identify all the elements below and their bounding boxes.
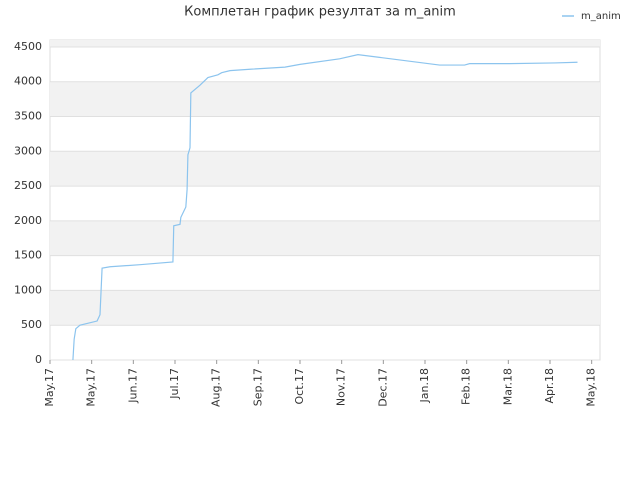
chart-title: Комплетан график резултат за m_anim — [184, 5, 456, 20]
x-tick-label: May.18 — [585, 368, 598, 407]
x-tick-label: Aug.17 — [210, 368, 223, 407]
grid-band — [50, 40, 600, 47]
grid-band — [50, 290, 600, 326]
x-tick-label: Oct.17 — [293, 368, 306, 405]
grid-band — [50, 81, 600, 117]
y-tick-label: 3500 — [14, 110, 42, 123]
x-tick-label: Jan.18 — [418, 368, 431, 403]
y-tick-label: 3000 — [14, 144, 42, 157]
y-tick-label: 2500 — [14, 179, 42, 192]
x-tick-label: Dec.17 — [376, 368, 389, 407]
grid-band — [50, 151, 600, 187]
x-tick-label: Apr.18 — [543, 368, 556, 404]
y-tick-label: 4500 — [14, 40, 42, 53]
y-tick-label: 0 — [35, 353, 42, 366]
x-tick-label: Sep.17 — [251, 368, 264, 406]
y-tick-label: 500 — [21, 318, 42, 331]
y-tick-label: 2000 — [14, 214, 42, 227]
legend-label: m_anim — [581, 11, 621, 22]
x-tick-label: Feb.18 — [460, 368, 473, 405]
y-tick-label: 4000 — [14, 75, 42, 88]
x-tick-label: May.17 — [43, 368, 56, 407]
x-tick-label: Jun.17 — [126, 368, 139, 404]
y-tick-label: 1500 — [14, 249, 42, 262]
y-tick-label: 1000 — [14, 283, 42, 296]
x-tick-label: May.17 — [85, 368, 98, 407]
x-tick-label: Mar.18 — [501, 368, 514, 405]
data-line — [72, 54, 578, 361]
grid-band — [50, 220, 600, 256]
x-tick-label: Jul.17 — [168, 368, 181, 400]
x-tick-label: Nov.17 — [335, 368, 348, 406]
